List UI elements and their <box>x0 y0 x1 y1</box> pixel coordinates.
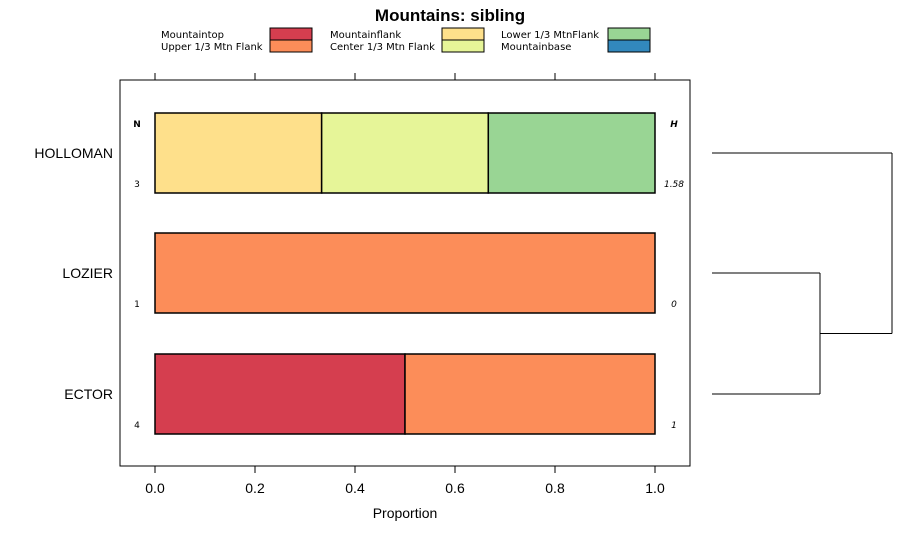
bar-holloman-lower-1-3-mtnflank <box>487 112 656 194</box>
n-header: N <box>133 120 141 130</box>
bar-holloman-mountainflank <box>154 112 323 194</box>
x-tick-label-0-6: 0.6 <box>445 480 465 496</box>
bar-lozier-upper-1-3-mtn-flank <box>154 232 656 314</box>
bar-holloman-center-1-3-mtn-flank <box>320 112 490 194</box>
h-value-holloman: 1.58 <box>664 180 684 190</box>
n-h-annotations: 3 1.58 1 0 4 1 N H <box>133 120 684 431</box>
legend-swatch-upper-1-3-mtn-flank <box>269 39 313 53</box>
x-tick-label-0-4: 0.4 <box>345 480 365 496</box>
legend-swatch-lower-1-3-mtnflank <box>607 27 651 41</box>
bars <box>154 112 656 435</box>
row-label-ector: ECTOR <box>64 386 113 402</box>
legend-label-upper-1-3-mtn-flank: Upper 1/3 Mtn Flank <box>161 42 263 53</box>
bar-ector-upper-1-3-mtn-flank <box>404 353 656 435</box>
legend-swatch-mountainflank <box>441 27 485 41</box>
legend-label-lower-1-3-mtnflank: Lower 1/3 MtnFlank <box>501 30 599 41</box>
n-value-holloman: 3 <box>134 180 140 190</box>
plot-frame <box>119 79 691 467</box>
legend-label-center-1-3-mtn-flank: Center 1/3 Mtn Flank <box>330 42 435 53</box>
dendrogram <box>712 152 893 395</box>
x-tick-label-0-2: 0.2 <box>245 480 265 496</box>
row-label-lozier: LOZIER <box>62 265 113 281</box>
x-axis-label: Proportion <box>373 505 438 521</box>
x-tick-label-0-8: 0.8 <box>545 480 565 496</box>
h-value-ector: 1 <box>671 421 677 431</box>
x-tick-label-1-0: 1.0 <box>645 480 665 496</box>
bar-ector-mountaintop <box>154 353 406 435</box>
top-axis-ticks <box>154 73 656 80</box>
n-value-lozier: 1 <box>134 300 140 310</box>
chart-title: Mountains: sibling <box>375 6 525 25</box>
legend-swatch-mountainbase <box>607 39 651 53</box>
x-axis: 0.0 0.2 0.4 0.6 0.8 1.0 <box>145 466 665 496</box>
h-value-lozier: 0 <box>671 300 677 310</box>
row-labels: HOLLOMAN LOZIER ECTOR <box>34 145 113 402</box>
legend-swatch-center-1-3-mtn-flank <box>441 39 485 53</box>
h-header: H <box>670 120 678 130</box>
x-tick-label-0-0: 0.0 <box>145 480 165 496</box>
legend-label-mountainbase: Mountainbase <box>501 42 571 53</box>
legend-label-mountainflank: Mountainflank <box>330 30 401 41</box>
row-label-holloman: HOLLOMAN <box>34 145 113 161</box>
legend-swatch-mountaintop <box>269 27 313 41</box>
n-value-ector: 4 <box>134 421 140 431</box>
legend-label-mountaintop: Mountaintop <box>161 30 224 41</box>
